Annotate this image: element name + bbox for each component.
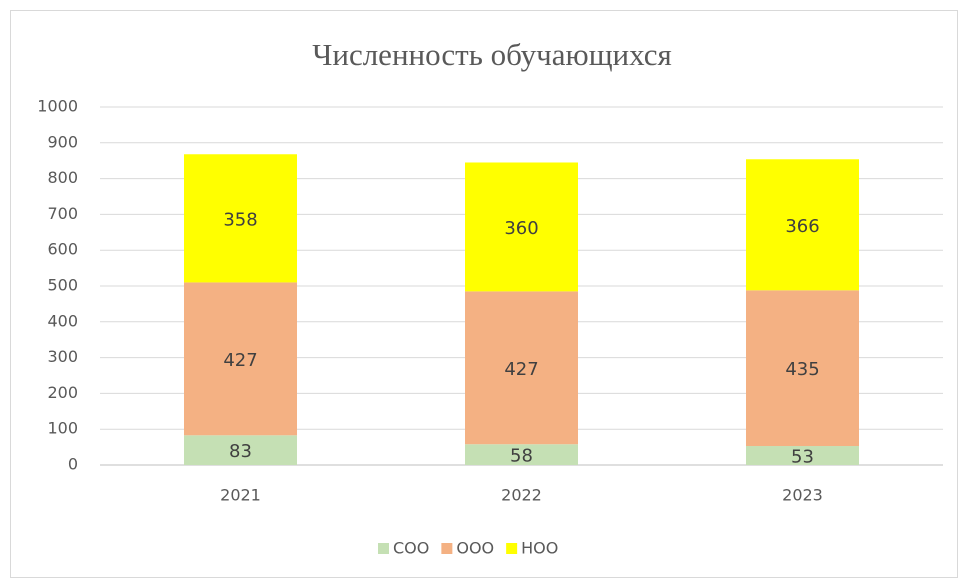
y-tick-label: 900	[47, 132, 78, 151]
legend-label: ООО	[456, 539, 494, 558]
x-tick-label: 2021	[220, 486, 261, 505]
data-label: 435	[785, 359, 819, 380]
data-label: 83	[229, 441, 252, 462]
bar-segment	[184, 435, 297, 465]
bar-segment	[746, 290, 859, 447]
y-tick-label: 400	[47, 311, 78, 330]
chart-title: Численность обучающихся	[312, 37, 672, 72]
legend-swatch	[441, 543, 453, 554]
bar-segment	[465, 444, 578, 465]
y-tick-label: 100	[47, 419, 78, 438]
y-tick-label: 1000	[37, 97, 78, 116]
y-tick-label: 800	[47, 168, 78, 187]
bar-segment	[184, 154, 297, 283]
legend-label: НОО	[521, 539, 558, 558]
y-tick-label: 300	[47, 347, 78, 366]
y-tick-label: 600	[47, 240, 78, 259]
y-tick-label: 500	[47, 276, 78, 295]
bar-segment	[465, 162, 578, 292]
legend-label: СОО	[393, 539, 429, 558]
legend-swatch	[378, 543, 389, 554]
data-label: 360	[504, 218, 538, 239]
bar-segment	[184, 282, 297, 436]
x-tick-label: 2022	[501, 486, 542, 505]
y-tick-label: 200	[47, 383, 78, 402]
data-label: 427	[504, 359, 538, 380]
legend-swatch	[506, 543, 518, 554]
data-label: 366	[785, 216, 819, 237]
x-tick-label: 2023	[782, 486, 823, 505]
data-label: 53	[791, 447, 814, 468]
data-label: 358	[223, 209, 257, 230]
bar-segment	[746, 159, 859, 291]
data-label: 427	[223, 350, 257, 371]
y-tick-label: 0	[68, 455, 78, 474]
y-tick-label: 700	[47, 204, 78, 223]
data-label: 58	[510, 446, 533, 467]
bar-segment	[465, 291, 578, 445]
bar-segment	[746, 446, 859, 465]
